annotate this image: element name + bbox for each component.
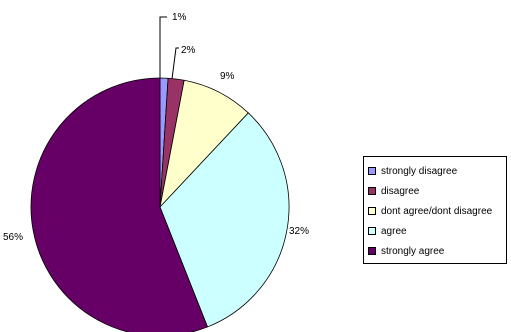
legend-item: dont agree/dont disagree	[368, 201, 506, 221]
leader-line	[171, 47, 179, 80]
legend-label: agree	[381, 225, 407, 237]
legend-label: disagree	[381, 185, 420, 197]
legend-item: strongly agree	[368, 241, 506, 261]
legend-item: agree	[368, 221, 506, 241]
legend-label: strongly disagree	[381, 165, 458, 177]
legend: strongly disagree disagree dont agree/dont…	[363, 156, 507, 264]
legend-label: dont agree/dont disagree	[381, 205, 493, 217]
legend-swatch	[368, 247, 376, 255]
slice-value-label: 1%	[172, 12, 187, 23]
legend-item: strongly disagree	[368, 161, 506, 181]
slice-value-label: 9%	[220, 71, 235, 82]
pie-slice-agree	[159, 112, 290, 328]
pie-slice-strongly-agree	[30, 77, 209, 332]
legend-item: disagree	[368, 181, 506, 201]
slice-value-label: 2%	[181, 45, 196, 56]
legend-swatch	[368, 167, 376, 175]
slice-value-label: 56%	[3, 232, 23, 243]
slice-value-label: 32%	[289, 226, 309, 237]
leader-line	[159, 16, 167, 78]
legend-label: strongly agree	[381, 245, 445, 257]
legend-swatch	[368, 227, 376, 235]
legend-swatch	[368, 207, 376, 215]
legend-swatch	[368, 187, 376, 195]
